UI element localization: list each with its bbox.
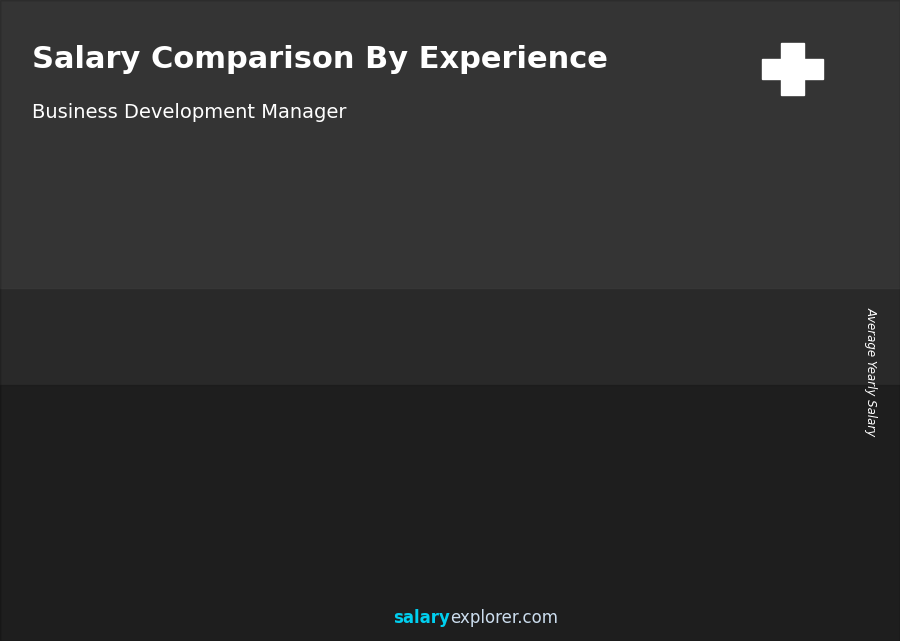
Text: +48%: +48% [266, 269, 338, 289]
Bar [448, 283, 525, 551]
Text: 146,000 CHF: 146,000 CHF [171, 381, 256, 394]
Bar [762, 60, 823, 79]
Bar [575, 259, 652, 551]
Text: 287,000 CHF: 287,000 CHF [558, 238, 644, 252]
Text: 109,000 CHF: 109,000 CHF [22, 417, 108, 430]
Text: 216,000 CHF: 216,000 CHF [294, 310, 380, 323]
Text: 311,000 CHF: 311,000 CHF [723, 214, 808, 227]
Text: Business Development Manager: Business Development Manager [32, 103, 346, 122]
Text: +8%: +8% [657, 205, 710, 226]
Text: Salary Comparison By Experience: Salary Comparison By Experience [32, 45, 608, 74]
Polygon shape [652, 259, 663, 551]
Text: salary: salary [393, 609, 450, 627]
Bar [68, 440, 144, 551]
Bar [702, 235, 778, 551]
Text: +9%: +9% [530, 223, 583, 244]
Polygon shape [525, 283, 536, 551]
Text: Average Yearly Salary: Average Yearly Salary [865, 307, 878, 437]
Bar [781, 44, 804, 94]
Polygon shape [778, 235, 790, 551]
Text: +22%: +22% [393, 239, 465, 259]
Text: explorer.com: explorer.com [450, 609, 558, 627]
Polygon shape [398, 331, 410, 551]
Polygon shape [144, 440, 156, 551]
Text: +34%: +34% [142, 313, 210, 333]
Bar [194, 403, 271, 551]
Polygon shape [271, 403, 283, 551]
Bar [321, 331, 398, 551]
Text: 263,000 CHF: 263,000 CHF [428, 263, 514, 276]
